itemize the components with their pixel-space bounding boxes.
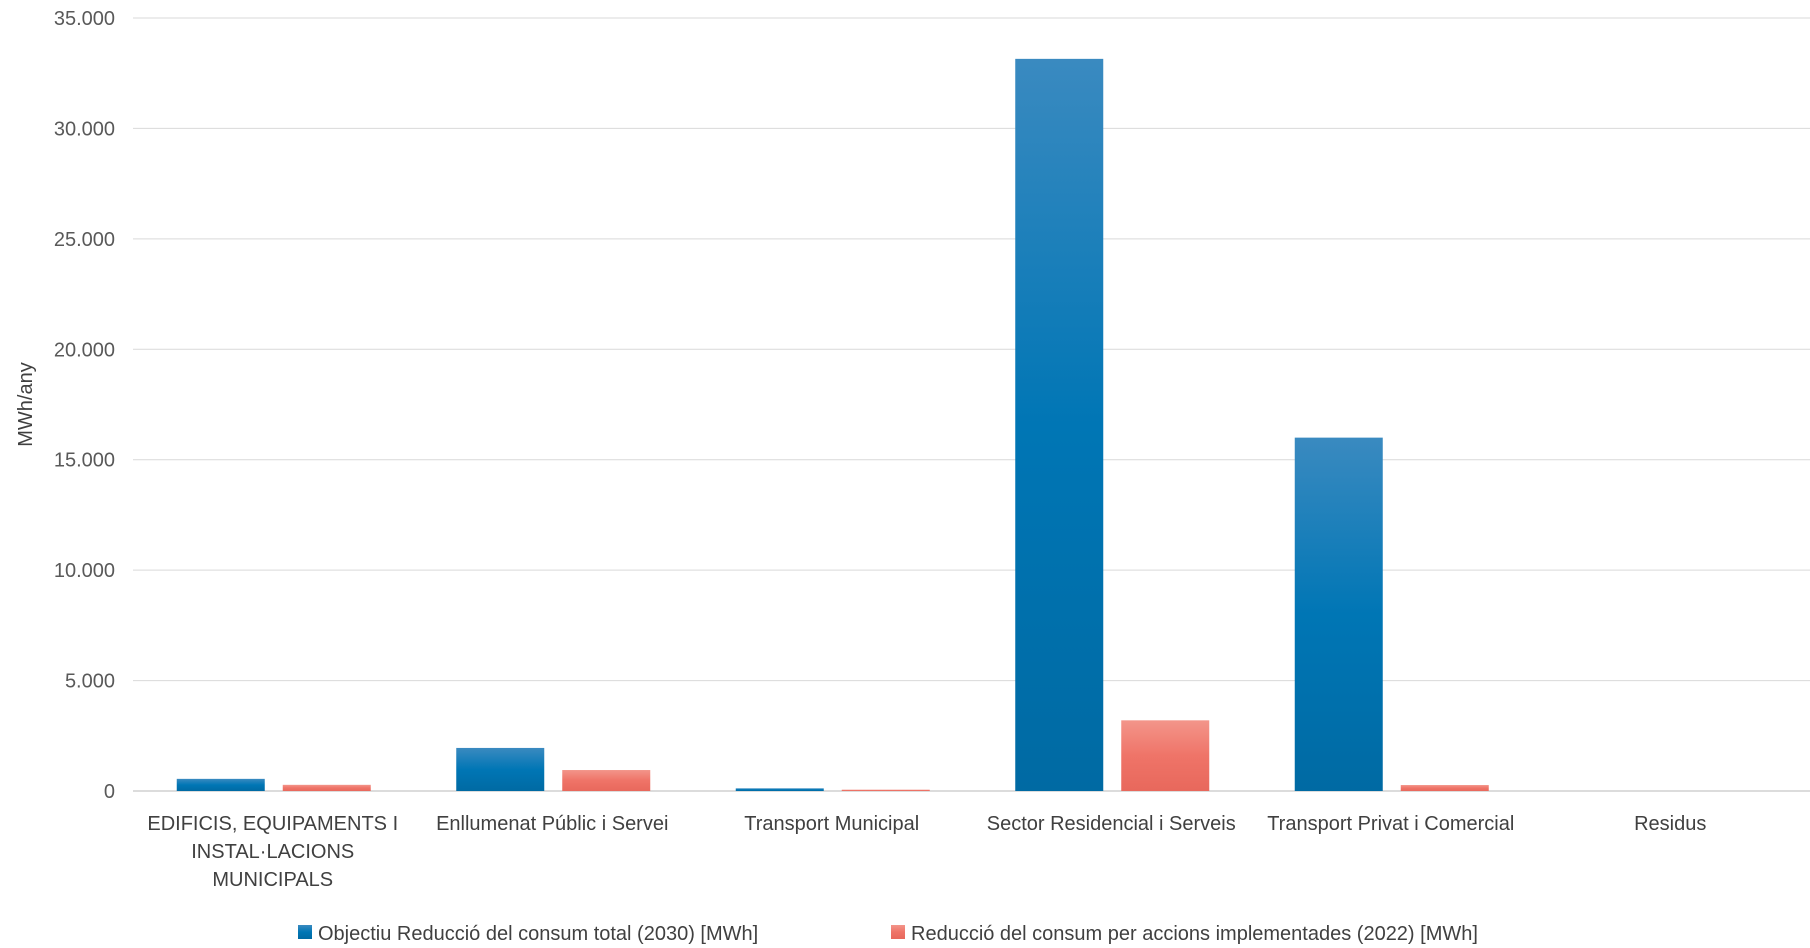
x-category-label: Transport Privat i Comercial bbox=[1267, 813, 1514, 835]
bar-reduccio-0 bbox=[282, 784, 371, 791]
x-category-label: EDIFICIS, EQUIPAMENTS I bbox=[147, 813, 398, 835]
x-category-label: Transport Municipal bbox=[744, 813, 919, 835]
y-tick-label: 0 bbox=[104, 781, 115, 803]
y-tick-label: 20.000 bbox=[54, 339, 115, 361]
bar-objectiu-1 bbox=[456, 747, 545, 791]
bar-reduccio-2 bbox=[841, 789, 930, 791]
x-category-label: MUNICIPALS bbox=[212, 869, 333, 891]
y-tick-label: 5.000 bbox=[65, 671, 115, 693]
bar-objectiu-3 bbox=[1015, 58, 1104, 791]
bar-objectiu-4 bbox=[1294, 437, 1383, 791]
bar-objectiu-2 bbox=[735, 788, 824, 791]
bar-objectiu-0 bbox=[176, 778, 265, 791]
legend-item: Reducció del consum per accions implemen… bbox=[891, 923, 1478, 945]
bar-reduccio-3 bbox=[1121, 720, 1210, 791]
bar-reduccio-1 bbox=[562, 770, 651, 791]
x-category-label: Sector Residencial i Serveis bbox=[987, 813, 1236, 835]
legend-label: Objectiu Reducció del consum total (2030… bbox=[318, 923, 758, 945]
bars bbox=[176, 58, 1489, 791]
gridlines bbox=[133, 17, 1810, 792]
y-axis-title: MWh/any bbox=[15, 362, 37, 446]
bar-reduccio-4 bbox=[1400, 785, 1489, 791]
legend-swatch bbox=[298, 925, 312, 939]
x-category-label: INSTAL·LACIONS bbox=[191, 841, 354, 863]
y-tick-label: 35.000 bbox=[54, 8, 115, 30]
legend-item: Objectiu Reducció del consum total (2030… bbox=[298, 923, 758, 945]
legend: Objectiu Reducció del consum total (2030… bbox=[298, 923, 1478, 945]
x-category-labels: EDIFICIS, EQUIPAMENTS I INSTAL·LACIONS MUN… bbox=[147, 813, 1706, 891]
x-category-label: Enllumenat Públic i Servei bbox=[436, 813, 668, 835]
y-tick-label: 30.000 bbox=[54, 118, 115, 140]
y-tick-label: 10.000 bbox=[54, 560, 115, 582]
y-tick-label: 25.000 bbox=[54, 229, 115, 251]
x-category-label: Residus bbox=[1634, 813, 1706, 835]
legend-label: Reducció del consum per accions implemen… bbox=[911, 923, 1478, 945]
legend-swatch bbox=[891, 925, 905, 939]
y-tick-label: 15.000 bbox=[54, 450, 115, 472]
y-tick-labels: 0 5.000 10.000 15.000 20.000 25.000 30.000 35.0… bbox=[54, 8, 115, 803]
